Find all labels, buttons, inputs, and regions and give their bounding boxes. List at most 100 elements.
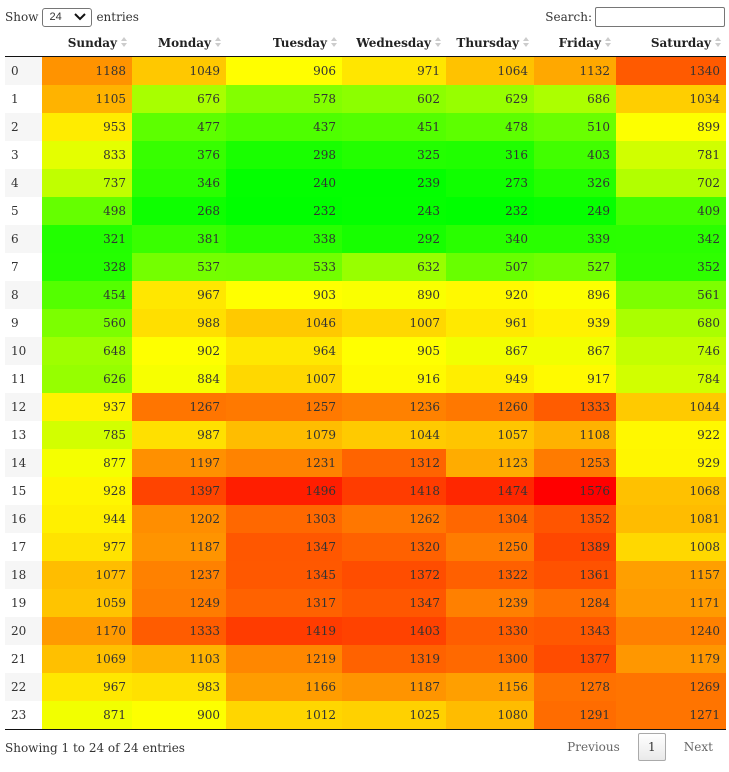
heatmap-cell: 983 [132, 673, 226, 701]
heatmap-cell: 964 [226, 337, 342, 365]
row-index-cell: 13 [11, 428, 27, 442]
table-body: 0 1188 1049 906 971 1064 1132 1340 1 1105 676 578 60… [5, 56, 726, 730]
table-row: 19 1059 1249 1317 1347 1239 1284 1171 [5, 589, 726, 617]
search-input[interactable] [595, 7, 725, 27]
column-header-wednesday[interactable]: Wednesday [342, 30, 446, 57]
column-header-friday[interactable]: Friday [534, 30, 616, 57]
heatmap-cell: 1219 [226, 645, 342, 673]
heatmap-cell: 352 [616, 253, 726, 281]
next-button[interactable]: Next [683, 740, 713, 754]
heatmap-cell: 1361 [534, 561, 616, 589]
heatmap-cell: 409 [616, 197, 726, 225]
heatmap-cell: 1012 [226, 701, 342, 730]
page-1-button[interactable]: 1 [637, 733, 666, 761]
heatmap-cell: 328 [42, 253, 132, 281]
heatmap-cell: 273 [446, 169, 534, 197]
row-index-cell: 3 [11, 148, 19, 162]
heatmap-cell: 896 [534, 281, 616, 309]
table-row: 22 967 983 1166 1187 1156 1278 1269 [5, 673, 726, 701]
heatmap-cell: 232 [446, 197, 534, 225]
heatmap-cell: 1330 [446, 617, 534, 645]
column-header-label: Friday [558, 35, 601, 50]
heatmap-cell: 1347 [226, 533, 342, 561]
heatmap-cell: 1049 [132, 56, 226, 85]
heatmap-cell: 928 [42, 477, 132, 505]
heatmap-cell: 1253 [534, 449, 616, 477]
heatmap-cell: 1377 [534, 645, 616, 673]
heatmap-cell: 1397 [132, 477, 226, 505]
heatmap-cell: 877 [42, 449, 132, 477]
heatmap-cell: 937 [42, 393, 132, 421]
heatmap-cell: 1317 [226, 589, 342, 617]
column-header-saturday[interactable]: Saturday [616, 30, 726, 57]
heatmap-cell: 578 [226, 85, 342, 113]
sort-icon [120, 35, 128, 52]
sort-icon [330, 35, 338, 52]
heatmap-cell: 1237 [132, 561, 226, 589]
heatmap-cell: 1202 [132, 505, 226, 533]
heatmap-cell: 1068 [616, 477, 726, 505]
column-header-sunday[interactable]: Sunday [42, 30, 132, 57]
heatmap-cell: 1007 [342, 309, 446, 337]
table-row: 13 785 987 1079 1044 1057 1108 922 [5, 421, 726, 449]
heatmap-cell: 1046 [226, 309, 342, 337]
length-label-entries: entries [96, 10, 139, 24]
column-header-monday[interactable]: Monday [132, 30, 226, 57]
length-menu: Show 24 entries [5, 6, 139, 28]
table-header: Sunday Monday Tuesday Wednesday Thursday Frid… [5, 30, 726, 57]
heatmap-cell: 1267 [132, 393, 226, 421]
heatmap-cell: 1103 [132, 645, 226, 673]
heatmap-cell: 1250 [446, 533, 534, 561]
heatmap-cell: 403 [534, 141, 616, 169]
heatmap-cell: 1187 [132, 533, 226, 561]
heatmap-cell: 953 [42, 113, 132, 141]
heatmap-cell: 702 [616, 169, 726, 197]
heatmap-cell: 537 [132, 253, 226, 281]
heatmap-cell: 1291 [534, 701, 616, 730]
heatmap-cell: 1008 [616, 533, 726, 561]
table-row: 7 328 537 533 632 507 527 352 [5, 253, 726, 281]
row-index-cell: 12 [5, 393, 42, 421]
column-header-label: Tuesday [272, 35, 327, 50]
heatmap-cell: 890 [342, 281, 446, 309]
heatmap-cell: 944 [42, 505, 132, 533]
heatmap-cell: 381 [132, 225, 226, 253]
heatmap-cell: 967 [132, 281, 226, 309]
length-label-show: Show [5, 10, 39, 24]
heatmap-cell: 781 [616, 141, 726, 169]
table-row: 17 977 1187 1347 1320 1250 1389 1008 [5, 533, 726, 561]
heatmap-cell: 346 [132, 169, 226, 197]
previous-button[interactable]: Previous [567, 740, 620, 754]
row-index-cell: 2 [5, 113, 42, 141]
heatmap-cell: 1418 [342, 477, 446, 505]
chevron-down-icon [74, 13, 87, 21]
heatmap-cell: 268 [132, 197, 226, 225]
column-header-thursday[interactable]: Thursday [446, 30, 534, 57]
heatmap-cell: 454 [42, 281, 132, 309]
table-row: 8 454 967 903 890 920 896 561 [5, 281, 726, 309]
heatmap-cell: 1044 [616, 393, 726, 421]
table-row: 12 937 1267 1257 1236 1260 1333 1044 [5, 393, 726, 421]
search-label: Search: [545, 10, 592, 24]
heatmap-cell: 527 [534, 253, 616, 281]
column-header-tuesday[interactable]: Tuesday [226, 30, 342, 57]
heatmap-cell: 478 [446, 113, 534, 141]
table-row: 20 1170 1333 1419 1403 1330 1343 1240 [5, 617, 726, 645]
row-index-cell: 11 [11, 372, 27, 386]
row-index-cell: 18 [5, 561, 42, 589]
heatmap-cell: 1166 [226, 673, 342, 701]
row-index-cell: 17 [11, 540, 27, 554]
heatmap-cell: 902 [132, 337, 226, 365]
heatmap-cell: 1300 [446, 645, 534, 673]
column-header-label: Wednesday [356, 35, 431, 50]
heatmap-cell: 737 [42, 169, 132, 197]
heatmap-cell: 905 [342, 337, 446, 365]
heatmap-cell: 298 [226, 141, 342, 169]
table-row: 14 877 1197 1231 1312 1123 1253 929 [5, 449, 726, 477]
heatmap-cell: 560 [42, 309, 132, 337]
entries-select[interactable]: 24 [42, 7, 93, 27]
heatmap-cell: 1156 [446, 673, 534, 701]
sort-icon [522, 35, 530, 52]
heatmap-cell: 342 [616, 225, 726, 253]
